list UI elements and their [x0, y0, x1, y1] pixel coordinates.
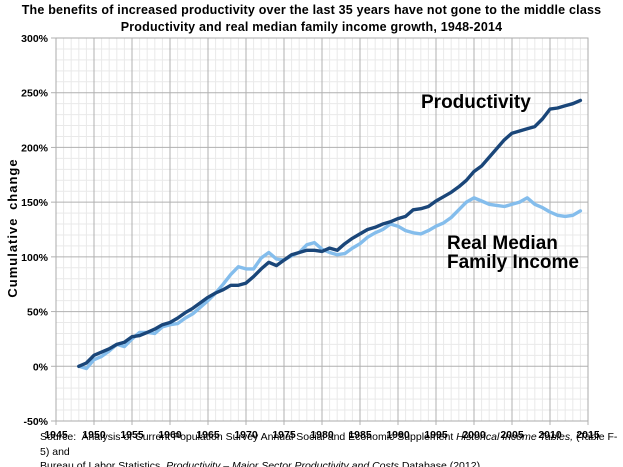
- x-tick-label: 1970: [234, 429, 258, 441]
- income-label: Real Median Family Income: [447, 233, 579, 273]
- source-line-2: Bureau of Labor Statistics, Productivity…: [40, 459, 623, 467]
- x-tick-label: 2015: [576, 429, 600, 441]
- x-tick-label: 1995: [424, 429, 448, 441]
- y-tick-label: 200%: [21, 142, 49, 154]
- source-text-italic: Productivity – Major Sector Productivity…: [166, 460, 402, 467]
- source-text-italic: Historical Income Tables,: [456, 431, 574, 443]
- x-tick-label: 1960: [158, 429, 182, 441]
- x-tick-label: 1955: [120, 429, 144, 441]
- x-tick-label: 1965: [196, 429, 220, 441]
- chart-title: The benefits of increased productivity o…: [21, 3, 602, 17]
- x-tick-label: 2000: [462, 429, 486, 441]
- y-tick-label: -50%: [23, 416, 48, 428]
- x-tick-label: 2005: [500, 429, 524, 441]
- source-text: Source: Analysis of Current Population S…: [40, 431, 457, 443]
- y-tick-label: 300%: [21, 33, 49, 45]
- productivity-label: Productivity: [421, 92, 531, 113]
- y-tick-label: 0%: [33, 361, 49, 373]
- y-tick-label: 100%: [21, 252, 49, 264]
- x-tick-label: 1980: [310, 429, 334, 441]
- x-tick-label: 1990: [386, 429, 410, 441]
- y-tick-label: 50%: [27, 307, 49, 319]
- y-tick-label: 150%: [21, 197, 49, 209]
- source-note: Source: Analysis of Current Population S…: [40, 430, 623, 467]
- productivity-line: [77, 98, 583, 368]
- source-line-1: Source: Analysis of Current Population S…: [40, 430, 623, 459]
- x-tick-label: 1985: [348, 429, 372, 441]
- x-tick-label: 1975: [272, 429, 296, 441]
- source-text: Database (2012): [401, 460, 481, 467]
- source-text: (Table F-5) and: [40, 431, 618, 458]
- chart-subtitle: Productivity and real median family inco…: [120, 20, 503, 34]
- source-text: Bureau of Labor Statistics,: [40, 460, 167, 467]
- real-median-family-income-line: [77, 196, 583, 371]
- x-tick-label: 1950: [82, 429, 106, 441]
- x-tick-label: 2010: [538, 429, 562, 441]
- y-tick-label: 250%: [21, 88, 49, 100]
- x-tick-label: 1945: [44, 429, 68, 441]
